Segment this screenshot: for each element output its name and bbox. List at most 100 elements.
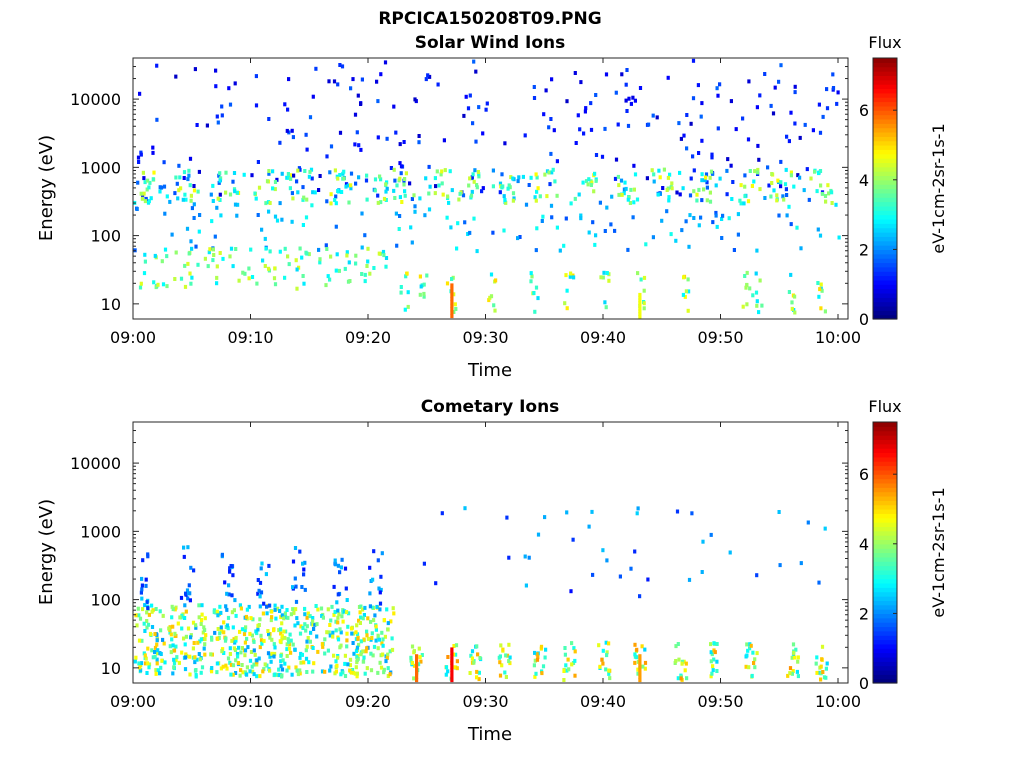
heatmap-cell xyxy=(330,604,334,609)
heatmap-cell xyxy=(434,184,438,189)
heatmap-cell xyxy=(232,608,236,613)
heatmap-cell xyxy=(624,186,628,191)
heatmap-cell xyxy=(359,147,363,152)
heatmap-cell xyxy=(379,587,383,592)
heatmap-cell xyxy=(217,636,221,640)
heatmap-cell xyxy=(202,625,206,630)
heatmap-cell xyxy=(311,646,315,650)
heatmap-cell xyxy=(456,221,460,226)
colorbar-segment xyxy=(873,184,897,190)
heatmap-cell xyxy=(599,275,603,280)
heatmap-cell xyxy=(134,655,138,660)
heatmap-cell xyxy=(687,289,691,294)
heatmap-cell xyxy=(477,670,481,675)
heatmap-cell xyxy=(174,74,178,79)
heatmap-cell xyxy=(643,647,647,652)
heatmap-cell xyxy=(628,201,632,205)
heatmap-cell xyxy=(507,659,511,664)
heatmap-cell xyxy=(573,649,577,654)
heatmap-cell xyxy=(328,170,332,175)
heatmap-cell xyxy=(386,621,390,626)
panel-cometary: Cometary Ions 09:00 09:10 09:20 09:30 09:40 0… xyxy=(36,397,948,745)
heatmap-cell xyxy=(267,209,271,214)
heatmap-cell xyxy=(725,192,729,197)
heatmap-cell xyxy=(156,282,160,287)
heatmap-cell xyxy=(570,662,574,667)
heatmap-cell xyxy=(793,655,797,660)
heatmap-cell xyxy=(234,638,238,643)
heatmap-cell xyxy=(550,170,554,175)
heatmap-cell xyxy=(398,176,402,181)
heatmap-cell xyxy=(714,210,718,215)
colorbar-segment xyxy=(873,626,897,632)
heatmap-cell xyxy=(301,274,305,278)
heatmap-cell xyxy=(786,673,790,678)
heatmap-cell xyxy=(144,661,148,666)
heatmap-cell xyxy=(355,654,359,659)
heatmap-cell xyxy=(399,290,403,295)
heatmap-cell xyxy=(242,632,247,637)
heatmap-cell xyxy=(745,653,749,658)
heatmap-cell xyxy=(203,256,207,261)
colorbar-segment xyxy=(873,448,897,454)
heatmap-cell xyxy=(819,306,823,311)
heatmap-cell xyxy=(587,230,591,235)
heatmap-cell xyxy=(562,678,566,682)
heatmap-cell xyxy=(211,199,215,203)
heatmap-cell xyxy=(391,606,395,611)
heatmap-cell xyxy=(376,200,380,205)
heatmap-cell xyxy=(170,604,174,609)
heatmap-cell xyxy=(702,187,706,192)
heatmap-cell xyxy=(381,249,386,254)
heatmap-cell xyxy=(257,588,261,593)
heatmap-cell xyxy=(439,172,443,177)
heatmap-cell xyxy=(287,77,291,82)
heatmap-cell xyxy=(415,657,419,662)
heatmap-cell xyxy=(248,669,252,674)
heatmap-cell xyxy=(793,310,797,315)
heatmap-cell xyxy=(504,675,508,679)
heatmap-cell xyxy=(273,180,278,184)
heatmap-cell xyxy=(197,615,201,620)
heatmap-cell xyxy=(268,249,272,254)
heatmap-cell xyxy=(511,176,515,181)
heatmap-cell xyxy=(255,674,259,679)
heatmap-cell xyxy=(248,631,252,636)
heatmap-cell xyxy=(291,607,295,612)
colorbar-segment xyxy=(873,439,897,445)
heatmap-cell xyxy=(699,114,703,119)
heatmap-cell xyxy=(427,164,431,169)
heatmap-cell xyxy=(156,651,160,656)
heatmap-cell xyxy=(798,175,802,180)
axes: 09:00 09:10 09:20 09:30 09:40 09:50 10:0010100… xyxy=(70,57,861,347)
heatmap-cell xyxy=(681,292,685,297)
heatmap-cell xyxy=(343,653,347,658)
heatmap-cell xyxy=(273,651,277,656)
colorbar-segment xyxy=(873,197,897,203)
heatmap-cell xyxy=(472,179,476,184)
heatmap-cell xyxy=(558,248,562,253)
colorbar-segment xyxy=(873,504,897,510)
heatmap-cell xyxy=(417,646,421,651)
heatmap-cell xyxy=(137,638,142,643)
heatmap-cell xyxy=(324,243,328,248)
heatmap-cell xyxy=(289,650,293,655)
heatmap-cell xyxy=(306,636,310,640)
heatmap-cell xyxy=(716,93,720,98)
colorbar-segment xyxy=(873,149,897,155)
heatmap-cell xyxy=(198,657,202,662)
colorbar-segment xyxy=(873,114,897,120)
colorbar-frame xyxy=(872,421,898,684)
heatmap-cell xyxy=(285,128,289,133)
heatmap-cell xyxy=(691,58,696,63)
heatmap-cell xyxy=(257,656,261,661)
heatmap-cell xyxy=(709,674,713,679)
heatmap-cell xyxy=(365,264,369,268)
heatmap-cell xyxy=(200,618,204,622)
heatmap-cell xyxy=(497,655,501,660)
colorbar-segment xyxy=(873,591,897,597)
heatmap-cell xyxy=(386,666,390,671)
heatmap-cell xyxy=(327,630,331,635)
heatmap-cell xyxy=(334,194,338,199)
heatmap-cell xyxy=(471,172,475,177)
